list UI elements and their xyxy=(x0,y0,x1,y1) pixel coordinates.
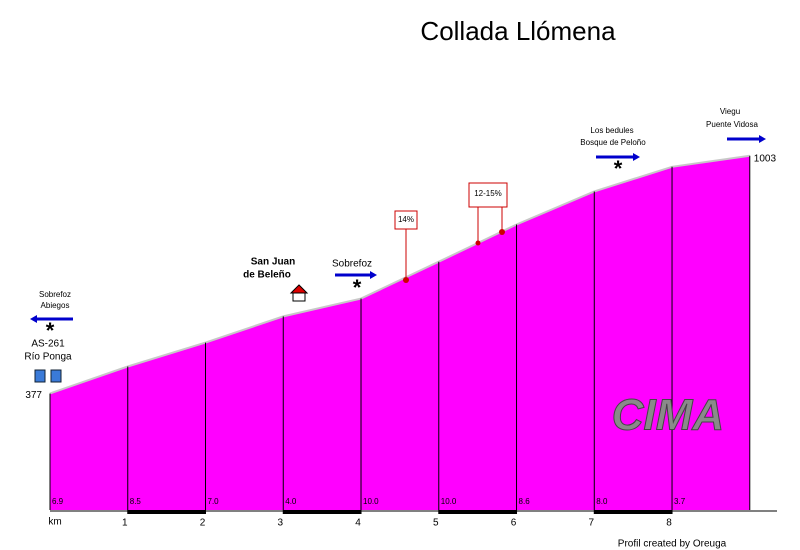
icon xyxy=(34,369,46,383)
annotation: * xyxy=(614,156,623,181)
profile-area xyxy=(50,155,750,510)
x-tick-label: 1 xyxy=(122,518,128,529)
x-axis-label: km xyxy=(48,517,61,528)
chart-title: Collada Llómena xyxy=(420,16,616,46)
annotation: Abiegos xyxy=(41,301,70,310)
axis-band xyxy=(127,510,206,514)
axis-band xyxy=(594,510,673,514)
grade-box xyxy=(468,182,508,208)
x-tick-label: 3 xyxy=(277,518,283,529)
arrow-head xyxy=(370,271,377,279)
segment-label: 8.0 xyxy=(596,497,608,506)
credit: Profil created by Oreuga xyxy=(618,539,727,550)
x-tick-label: 2 xyxy=(200,518,206,529)
x-tick-label: 7 xyxy=(588,518,594,529)
annotation: * xyxy=(46,318,55,343)
segment-label: 8.6 xyxy=(519,497,531,506)
annotation: San Juan xyxy=(251,257,295,268)
annotation: 12-15% xyxy=(474,189,502,198)
segment-label: 7.0 xyxy=(208,497,220,506)
grade-dot xyxy=(475,240,481,246)
axis-band xyxy=(283,510,362,514)
arrow-head xyxy=(633,153,640,161)
annotation: 14% xyxy=(398,215,414,224)
annotation: de Beleño xyxy=(243,270,291,281)
segment-label: 10.0 xyxy=(363,497,379,506)
segment-label: 6.9 xyxy=(52,497,64,506)
axis-band xyxy=(438,510,517,514)
segment-label: 3.7 xyxy=(674,497,686,506)
annotation: Bosque de Peloño xyxy=(580,138,646,147)
x-tick-label: 6 xyxy=(511,518,517,529)
annotation: * xyxy=(353,275,362,300)
annotation: Río Ponga xyxy=(24,352,72,363)
value-label: 377 xyxy=(25,390,42,401)
grade-dot xyxy=(499,229,505,235)
profile-line xyxy=(49,154,750,395)
annotation: Puente Vidosa xyxy=(706,120,758,129)
annotation: Sobrefoz xyxy=(332,259,372,270)
icon xyxy=(50,369,62,383)
x-tick-label: 8 xyxy=(666,518,672,529)
arrow-head xyxy=(30,315,37,323)
segment-label: 4.0 xyxy=(285,497,297,506)
value-label: 1003 xyxy=(754,153,777,164)
icon xyxy=(289,284,309,294)
annotation: Sobrefoz xyxy=(39,290,71,299)
annotation: Viegu xyxy=(720,107,740,116)
logo: CIMA xyxy=(612,391,724,440)
x-tick-label: 4 xyxy=(355,518,361,529)
x-tick-label: 5 xyxy=(433,518,439,529)
annotation: Los bedules xyxy=(590,126,633,135)
grade-dot xyxy=(403,277,409,283)
annotation: AS-261 xyxy=(31,339,65,350)
segment-label: 8.5 xyxy=(130,497,142,506)
arrow-head xyxy=(759,135,766,143)
segment-label: 10.0 xyxy=(441,497,457,506)
